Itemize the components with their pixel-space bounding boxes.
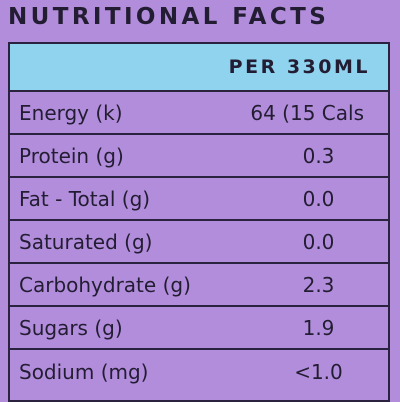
title: NUTRITIONAL FACTS xyxy=(8,4,330,30)
table-row: Fat - Total (g) 0.0 xyxy=(10,178,388,221)
table-header: PER 330ML xyxy=(10,44,388,92)
table-body: Energy (k) 64 (15 Cals Protein (g) 0.3 Fat -… xyxy=(10,92,388,393)
nutrient-value: 0.0 xyxy=(302,229,335,254)
nutrient-label: Sodium (mg) xyxy=(19,359,149,384)
nutrient-label: Saturated (g) xyxy=(19,229,153,254)
header-text: PER 330ML xyxy=(228,56,370,78)
table-row: Protein (g) 0.3 xyxy=(10,135,388,178)
nutrient-label: Carbohydrate (g) xyxy=(19,272,191,297)
table-row: Energy (k) 64 (15 Cals xyxy=(10,92,388,135)
nutrient-label: Protein (g) xyxy=(19,143,124,168)
nutrient-label: Sugars (g) xyxy=(19,315,123,340)
nutrient-value: 0.0 xyxy=(302,186,335,211)
nutrient-value: <1.0 xyxy=(294,359,343,384)
nutrient-label: Fat - Total (g) xyxy=(19,186,151,211)
nutrient-value: 64 (15 Cals xyxy=(250,100,364,125)
table-row: Carbohydrate (g) 2.3 xyxy=(10,264,388,307)
nutrient-value: 0.3 xyxy=(302,143,335,168)
nutrition-table: PER 330ML Energy (k) 64 (15 Cals Protein (… xyxy=(8,42,390,402)
nutrient-value: 2.3 xyxy=(302,272,335,297)
nutrient-value: 1.9 xyxy=(302,315,335,340)
nutrient-label: Energy (k) xyxy=(19,100,123,125)
table-row: Sugars (g) 1.9 xyxy=(10,307,388,350)
table-row: Saturated (g) 0.0 xyxy=(10,221,388,264)
table-row: Sodium (mg) <1.0 xyxy=(10,350,388,393)
